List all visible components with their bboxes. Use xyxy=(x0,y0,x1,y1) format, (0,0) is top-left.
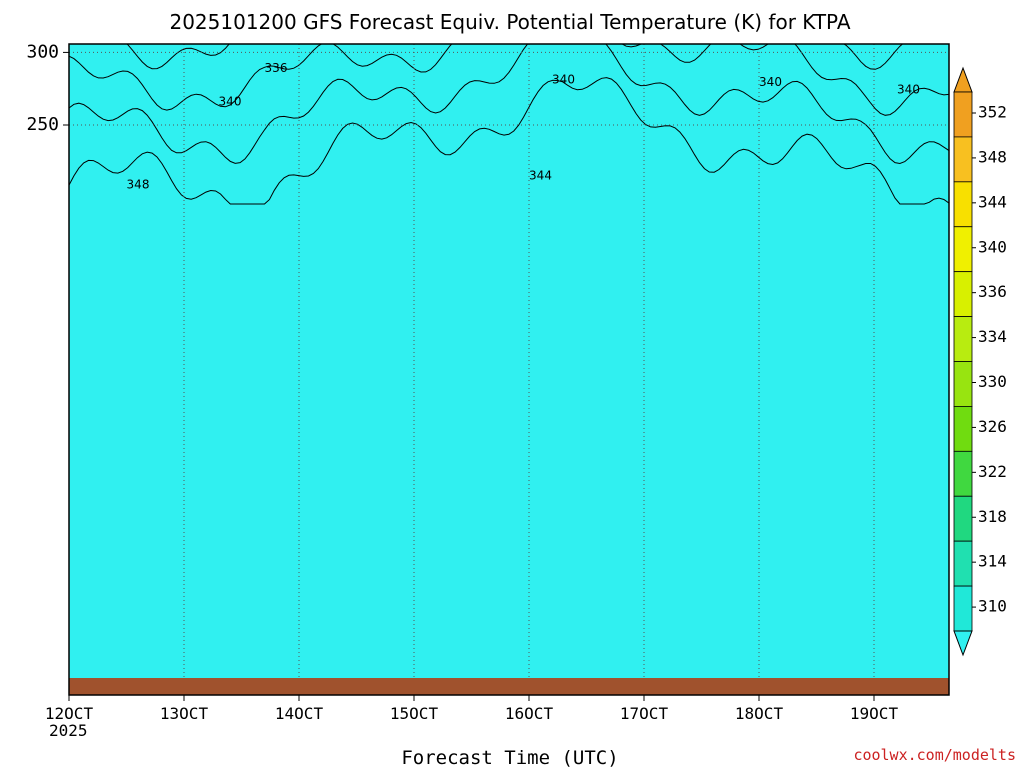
contour-label: 340 xyxy=(552,72,575,86)
colorbar-swatch xyxy=(953,91,973,138)
y-tick-label: 350 xyxy=(26,0,59,1)
credit-text: coolwx.com/modelts xyxy=(853,746,1016,764)
colorbar-swatch xyxy=(953,361,973,407)
y-tick-label: 250 xyxy=(26,114,59,135)
theta-e-band xyxy=(69,44,949,695)
x-tick-label: 18OCT xyxy=(735,704,784,723)
ground-surface xyxy=(69,678,949,695)
contour-labels: 3483443403403403403403363363363363363323… xyxy=(127,0,1024,192)
x-tick-label: 15OCT xyxy=(390,704,439,723)
chart-title: 2025101200 GFS Forecast Equiv. Potential… xyxy=(169,10,850,34)
colorbar-label: 340 xyxy=(978,237,1007,256)
colorbar-label: 336 xyxy=(978,282,1007,301)
y-tick-label: 300 xyxy=(26,41,59,62)
colorbar-swatch xyxy=(953,226,973,273)
colorbar: 352 348 344 340 336 334 330 326 322 318 314 310 xyxy=(953,66,1007,657)
contour-label: 336 xyxy=(265,61,288,75)
contour-label: 340 xyxy=(219,94,242,108)
colorbar-arrow-top xyxy=(953,66,973,93)
colorbar-label: 314 xyxy=(978,552,1007,571)
x-tick-label: 16OCT xyxy=(505,704,554,723)
colorbar-swatch xyxy=(953,271,973,317)
contour-label: 344 xyxy=(529,168,552,182)
x-axis-title: Forecast Time (UTC) xyxy=(401,747,618,768)
contour-label: 340 xyxy=(897,82,920,96)
contour-line xyxy=(69,44,949,165)
contour-lines xyxy=(69,44,949,205)
contour-label: 348 xyxy=(127,178,150,192)
contour-label: 336 xyxy=(1001,0,1024,3)
x-tick-label: 17OCT xyxy=(620,704,669,723)
colorbar-swatch xyxy=(953,585,973,632)
colorbar-swatch xyxy=(953,540,973,587)
colorbar-label: 352 xyxy=(978,103,1007,122)
colorbar-swatch xyxy=(953,316,973,362)
contour-label: 340 xyxy=(759,75,782,89)
plot-area: 3483443403403403403403363363363363363323… xyxy=(69,0,1024,695)
contour-line xyxy=(69,44,949,116)
colorbar-label: 344 xyxy=(978,192,1007,211)
x-tick-label: 13OCT xyxy=(160,704,209,723)
contour-label: 332 xyxy=(219,32,242,46)
colorbar-label: 322 xyxy=(978,462,1007,481)
colorbar-label: 318 xyxy=(978,507,1007,526)
x-tick-label: 19OCT xyxy=(850,704,899,723)
x-tick-label: 14OCT xyxy=(275,704,324,723)
contour-line xyxy=(126,44,940,70)
colorbar-label: 348 xyxy=(978,147,1007,166)
x-year-label: 2025 xyxy=(49,721,88,740)
colorbar-arrow-bottom xyxy=(953,630,973,657)
colorbar-label: 326 xyxy=(978,417,1007,436)
colorbar-label: 334 xyxy=(978,327,1007,346)
grid-lines xyxy=(69,44,949,695)
y-axis: 2503003504004505005506006507007508008509… xyxy=(26,0,69,135)
contour-line xyxy=(69,77,949,205)
theta-e-bands xyxy=(69,44,949,695)
colorbar-label: 330 xyxy=(978,372,1007,391)
colorbar-swatch xyxy=(953,136,973,183)
colorbar-swatch xyxy=(953,450,973,497)
colorbar-swatch xyxy=(953,181,973,228)
plot-frame xyxy=(68,43,950,696)
contour-label: 340 xyxy=(1012,127,1024,141)
colorbar-label: 310 xyxy=(978,597,1007,616)
x-axis: 12OCT 13OCT 14OCT 15OCT 16OCT 17OCT 18OCT 19OCT xyxy=(45,695,899,723)
colorbar-swatch xyxy=(953,406,973,452)
colorbar-swatch xyxy=(953,495,973,542)
x-tick-label: 12OCT xyxy=(45,704,94,723)
